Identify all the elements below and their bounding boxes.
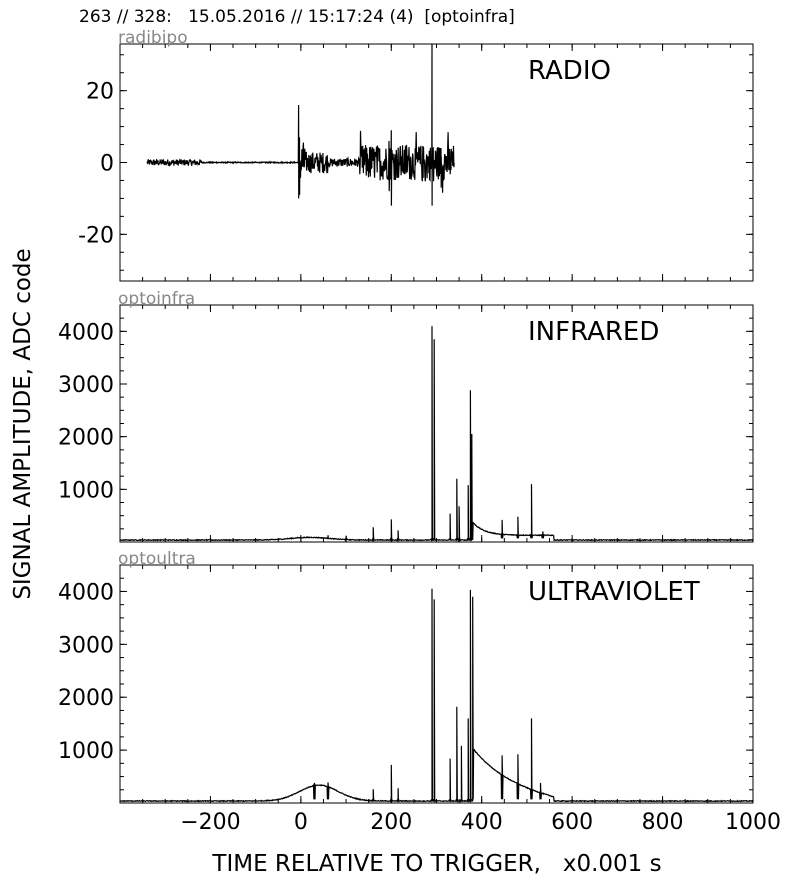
- plot-header: 263 // 328: 15.05.2016 // 15:17:24 (4) […: [79, 7, 515, 27]
- x-tick-label: 800: [642, 810, 684, 835]
- y-tick-label: 3000: [58, 633, 114, 658]
- y-tick-label: 4000: [58, 320, 114, 345]
- x-tick-label: −200: [180, 810, 240, 835]
- x-tick-label: 200: [370, 810, 412, 835]
- y-tick-label: -20: [78, 223, 114, 248]
- x-tick-label: 600: [551, 810, 593, 835]
- y-tick-label: 1000: [58, 739, 114, 764]
- y-tick-label: 3000: [58, 373, 114, 398]
- channel-label-optoultra: optoultra: [118, 549, 196, 569]
- series-line-optoultra: [119, 588, 753, 803]
- series-line-optoinfra: [119, 326, 754, 543]
- panel-title-radibipo: RADIO: [528, 56, 611, 86]
- channel-label-optoinfra: optoinfra: [118, 289, 195, 309]
- x-tick-label: 0: [294, 810, 308, 835]
- x-axis-label: TIME RELATIVE TO TRIGGER, x0.001 s: [212, 851, 662, 877]
- y-tick-label: 0: [100, 152, 114, 177]
- y-tick-label: 1000: [58, 478, 114, 503]
- series-line-radibipo: [146, 43, 455, 206]
- y-tick-label: 2000: [58, 426, 114, 451]
- panel-title-optoinfra: INFRARED: [528, 317, 659, 347]
- x-tick-label: 1000: [725, 810, 781, 835]
- y-tick-label: 4000: [58, 580, 114, 605]
- y-tick-label: 2000: [58, 686, 114, 711]
- y-tick-label: 20: [86, 80, 114, 105]
- x-tick-label: 400: [461, 810, 503, 835]
- channel-label-radibipo: radibipo: [118, 28, 188, 48]
- panel-title-optoultra: ULTRAVIOLET: [528, 577, 700, 607]
